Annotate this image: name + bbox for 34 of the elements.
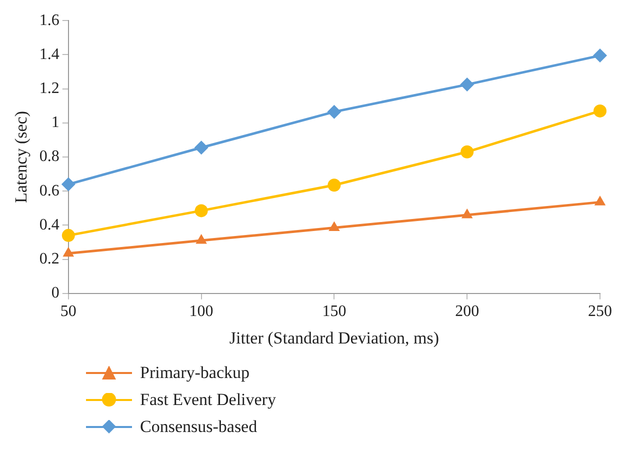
- point: [460, 145, 474, 158]
- legend-label: Fast Event Delivery: [140, 390, 276, 410]
- point: [62, 228, 75, 242]
- x-axis-title: Jitter (Standard Deviation, ms): [229, 328, 440, 348]
- y-tick-label: 1.4: [39, 46, 60, 63]
- point: [461, 208, 473, 218]
- y-tick-label: 0: [51, 284, 60, 302]
- point: [328, 221, 340, 232]
- x-tick-label: 200: [455, 303, 480, 320]
- point: [61, 177, 76, 192]
- y-tick-label: 0.6: [39, 182, 60, 200]
- x-tick-label: 250: [588, 303, 612, 320]
- point: [327, 104, 342, 119]
- point: [196, 234, 207, 244]
- point: [594, 104, 606, 118]
- point: [328, 178, 341, 192]
- point: [194, 204, 208, 218]
- point: [62, 246, 74, 257]
- legend-label: Primary-backup: [140, 362, 250, 382]
- point: [460, 78, 474, 92]
- y-axis-title: Latency (sec): [12, 110, 31, 204]
- x-tick-label: 100: [189, 303, 214, 320]
- y-tick-label: 0.2: [39, 250, 60, 268]
- y-tick-label: 1: [51, 114, 60, 132]
- y-tick-label: 0.4: [39, 216, 60, 234]
- x-tick-label: 50: [60, 303, 76, 320]
- y-tick-label: 1.6: [39, 12, 60, 29]
- point: [194, 140, 208, 155]
- legend-label: Consensus-based: [140, 416, 258, 436]
- x-tick-label: 150: [322, 303, 346, 320]
- y-tick-label: 1.2: [39, 80, 60, 98]
- y-tick-label: 0.8: [39, 148, 60, 166]
- point: [593, 48, 607, 63]
- point: [594, 196, 606, 206]
